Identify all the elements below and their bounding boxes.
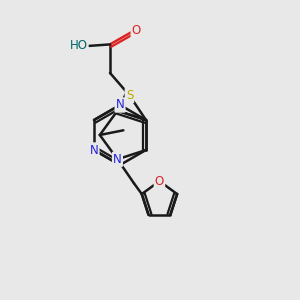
Text: N: N — [90, 143, 98, 157]
Text: N: N — [116, 98, 124, 112]
Text: S: S — [126, 89, 133, 102]
Text: O: O — [155, 175, 164, 188]
Text: HO: HO — [70, 39, 88, 52]
Text: O: O — [132, 24, 141, 38]
Text: N: N — [113, 153, 122, 166]
